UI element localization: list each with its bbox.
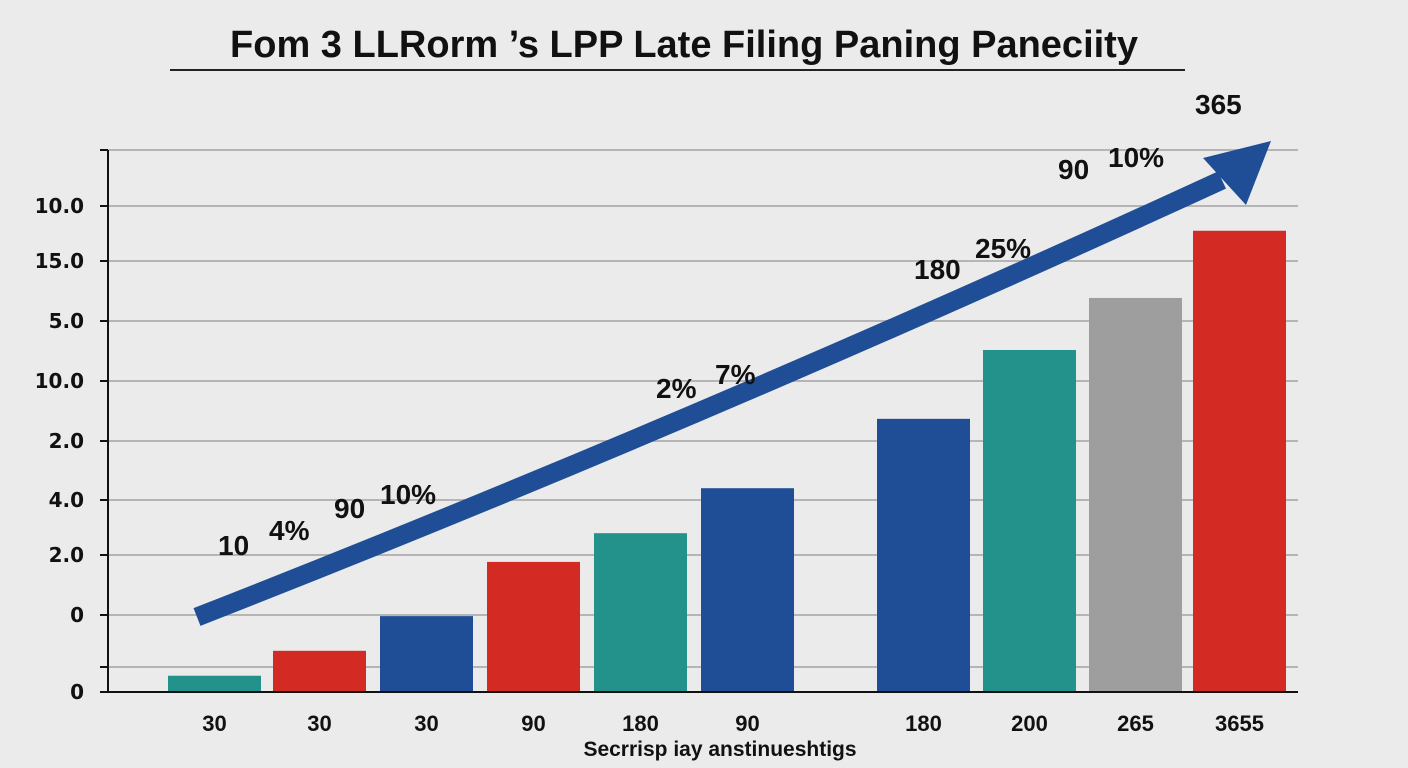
x-tick-label: 30 xyxy=(307,711,331,736)
y-tick-label: 0 xyxy=(70,680,84,704)
chart-title: Fom 3 LLRorm ’s LPP Late Filing Paning P… xyxy=(230,24,1138,66)
bar xyxy=(168,675,261,692)
x-tick-label: 3655 xyxy=(1215,711,1264,736)
bar xyxy=(380,616,473,692)
y-axis-ticks: 10.0 15.0 5.0 10.0 2.0 4.0 2.0 0 0 xyxy=(35,149,108,704)
y-tick-label: 4.0 xyxy=(49,488,84,512)
annotation-label: 10% xyxy=(380,479,436,510)
annotation-label: 2% xyxy=(656,373,697,404)
annotation-label: 10% xyxy=(1108,142,1164,173)
trend-arrow xyxy=(193,141,1271,626)
annotation-label: 180 xyxy=(914,254,961,285)
x-axis-label: Secrrisp iay anstinueshtigs xyxy=(583,738,856,761)
y-tick-label: 0 xyxy=(70,603,84,627)
x-tick-label: 90 xyxy=(735,711,759,736)
y-tick-label: 5.0 xyxy=(49,309,84,333)
y-tick-label: 15.0 xyxy=(35,249,84,273)
bar xyxy=(487,561,580,692)
annotation-label: 7% xyxy=(715,359,756,390)
y-tick-label: 10.0 xyxy=(35,194,84,218)
y-tick-label: 2.0 xyxy=(49,543,84,567)
annotation-label: 25% xyxy=(975,233,1031,264)
bar xyxy=(983,349,1076,692)
x-tick-label: 30 xyxy=(414,711,438,736)
bar xyxy=(1089,297,1182,692)
x-tick-label: 30 xyxy=(202,711,226,736)
annotation-label: 4% xyxy=(269,515,310,546)
y-tick-label: 2.0 xyxy=(49,429,84,453)
bars xyxy=(168,230,1286,692)
annotations: 10 4% 90 10% 2% 7% 180 25% 90 10% 365 xyxy=(218,89,1242,561)
trend-arrow-head xyxy=(1203,141,1271,205)
x-tick-label: 180 xyxy=(622,711,659,736)
x-tick-label: 180 xyxy=(905,711,942,736)
annotation-label: 90 xyxy=(334,493,365,524)
x-tick-label: 265 xyxy=(1117,711,1154,736)
trend-arrow-shaft xyxy=(193,171,1226,626)
bar xyxy=(701,488,794,692)
bar xyxy=(1193,230,1286,692)
x-axis-ticks: 30 30 30 90 180 90 180 200 265 3655 xyxy=(202,711,1264,736)
x-tick-label: 200 xyxy=(1011,711,1048,736)
bar xyxy=(273,650,366,692)
y-tick-label: 10.0 xyxy=(35,369,84,393)
bar xyxy=(594,533,687,692)
annotation-label: 90 xyxy=(1058,154,1089,185)
x-tick-label: 90 xyxy=(521,711,545,736)
bar xyxy=(877,418,970,692)
annotation-label: 10 xyxy=(218,530,249,561)
annotation-label: 365 xyxy=(1195,89,1242,120)
